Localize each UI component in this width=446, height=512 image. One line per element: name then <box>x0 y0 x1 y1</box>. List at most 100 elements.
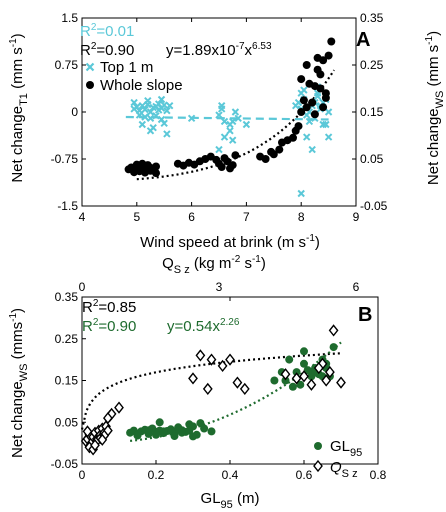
top1m-point <box>297 189 305 198</box>
legend-whole-slope-label: Whole slope <box>100 77 183 94</box>
panel-a-x-tick-label: 7 <box>243 210 250 224</box>
whole-slope-point <box>308 98 317 107</box>
top1m-point <box>163 106 171 115</box>
qsz-point <box>217 359 228 373</box>
qsz-point <box>206 353 217 366</box>
top1m-point <box>146 127 155 135</box>
legend-top1m-marker-icon <box>85 62 95 72</box>
gl95-point <box>300 359 308 368</box>
top1m-point <box>297 89 305 97</box>
whole-slope-point <box>261 155 270 163</box>
panel-b-y-tick-label: 0.05 <box>55 415 79 429</box>
top1m-point <box>228 136 237 144</box>
qsz-point <box>291 372 302 385</box>
gl95-point <box>270 376 279 385</box>
top1m-point <box>220 117 229 126</box>
gl95-point <box>155 418 164 427</box>
panel-b-y-tick-label: -0.05 <box>51 457 79 471</box>
qsz-point <box>325 365 335 379</box>
legend-top1m-label: Top 1 m <box>100 59 153 76</box>
qsz-point <box>299 370 309 383</box>
whole-slope-point <box>275 145 284 154</box>
panel-b-r2-qsz: R2=0.85 <box>82 298 136 316</box>
top1m-point <box>157 95 166 104</box>
whole-slope-point <box>299 96 308 105</box>
top1m-point <box>242 120 251 129</box>
qsz-point <box>97 433 108 446</box>
top1m-point <box>160 101 168 109</box>
whole-slope-point <box>313 53 322 62</box>
panel-a-x-label: Wind speed at brink (m s-1) <box>140 233 320 251</box>
panel-a-points <box>124 37 336 198</box>
qsz-point <box>321 374 332 387</box>
gl95-point <box>189 432 197 441</box>
qsz-point <box>195 349 206 362</box>
panel-b-y-tick-label: 0.25 <box>55 332 79 346</box>
panel-a-y-label-left: Net changeT1 (mm s-1) <box>8 33 30 182</box>
panel-a-y-label-right: Net changeWS (mm s-1) <box>424 31 446 185</box>
whole-slope-point <box>217 163 226 171</box>
panel-a-y-tick-label-right: 0.35 <box>360 11 384 25</box>
panel-b-fit-equation: y=0.54x2.26 <box>167 317 240 335</box>
qsz-point <box>306 378 317 391</box>
panel-a-y-tick-label-left: 0 <box>71 105 78 119</box>
whole-slope-point <box>228 161 237 170</box>
whole-slope-point <box>297 75 306 84</box>
gl95-point <box>285 355 294 364</box>
panel-b-x-tick-label: 0.2 <box>148 468 165 482</box>
gl95-point <box>281 376 290 385</box>
qsz-point <box>188 372 198 385</box>
qsz-point <box>225 353 235 366</box>
panel-b-legend: GL95 QS z <box>313 438 362 480</box>
top1m-point <box>138 120 147 129</box>
top1m-point <box>324 133 333 141</box>
whole-slope-point <box>316 70 325 79</box>
whole-slope-point <box>319 103 328 112</box>
whole-slope-point <box>297 108 306 116</box>
panel-a-y-tick-label-left: 1.5 <box>61 11 78 25</box>
panel-b: 0 0.2 0.4 0.6 0.8 -0.05 0.05 0.15 0.25 0.35 R2=0.… <box>8 290 387 511</box>
whole-slope-point <box>289 133 297 142</box>
panel-a-x-tick-label: 4 <box>79 210 86 224</box>
panel-b-x-tick-label: 0.4 <box>222 468 239 482</box>
legend-qsz-label: QS z <box>330 459 358 480</box>
panel-b-r2-gl95: R2=0.90 <box>82 317 136 335</box>
panel-a-y-tick-label-left: 0.75 <box>55 58 79 72</box>
gl95-point <box>296 380 305 389</box>
panel-a-y-tick-label-right: 0.05 <box>360 152 384 166</box>
panel-b-x-tick-label: 0.6 <box>296 468 313 482</box>
whole-slope-point <box>294 122 303 131</box>
panel-b-y-tick-label: 0.15 <box>55 374 79 388</box>
panel-a-letter: A <box>356 29 370 51</box>
gl95-point <box>300 347 308 356</box>
panel-a-x-tick-label: 9 <box>353 210 360 224</box>
panel-b-fit-gl95 <box>129 341 342 442</box>
top1m-point <box>217 101 226 110</box>
panel-a-x-tick-label: 8 <box>298 210 305 224</box>
gl95-point <box>144 426 153 435</box>
panel-a: 4 5 6 7 8 9 -1.5 -0.75 0 0.75 1.5 -0.05 0.05 0.15 0.25… <box>8 11 446 294</box>
panel-b-ticks: 0 0.2 0.4 0.6 0.8 -0.05 0.05 0.15 0.25 0.35 <box>51 290 387 482</box>
top1m-point <box>234 114 242 123</box>
gl95-point <box>159 427 168 436</box>
qsz-point <box>232 376 243 389</box>
top1m-point <box>144 96 152 105</box>
panel-b-x-tick-label: 0 <box>79 468 86 482</box>
panel-a-y-tick-label-right: 0.25 <box>360 58 384 72</box>
gl95-point <box>185 426 194 435</box>
whole-slope-point <box>231 151 240 160</box>
top1m-point <box>163 130 171 138</box>
top1m-point <box>308 145 316 154</box>
panel-a-fit-equation: y=1.89x10-7x6.53 <box>166 41 272 59</box>
qsz-point <box>328 324 339 337</box>
top1m-point <box>319 120 327 129</box>
top1m-point <box>135 111 144 119</box>
qsz-point <box>336 376 346 389</box>
gl95-point <box>152 430 160 439</box>
panel-b-points <box>80 324 346 456</box>
whole-slope-point <box>321 89 330 98</box>
qsz-point <box>103 411 113 425</box>
panel-b-letter: B <box>358 304 372 326</box>
top1m-point <box>215 145 223 154</box>
